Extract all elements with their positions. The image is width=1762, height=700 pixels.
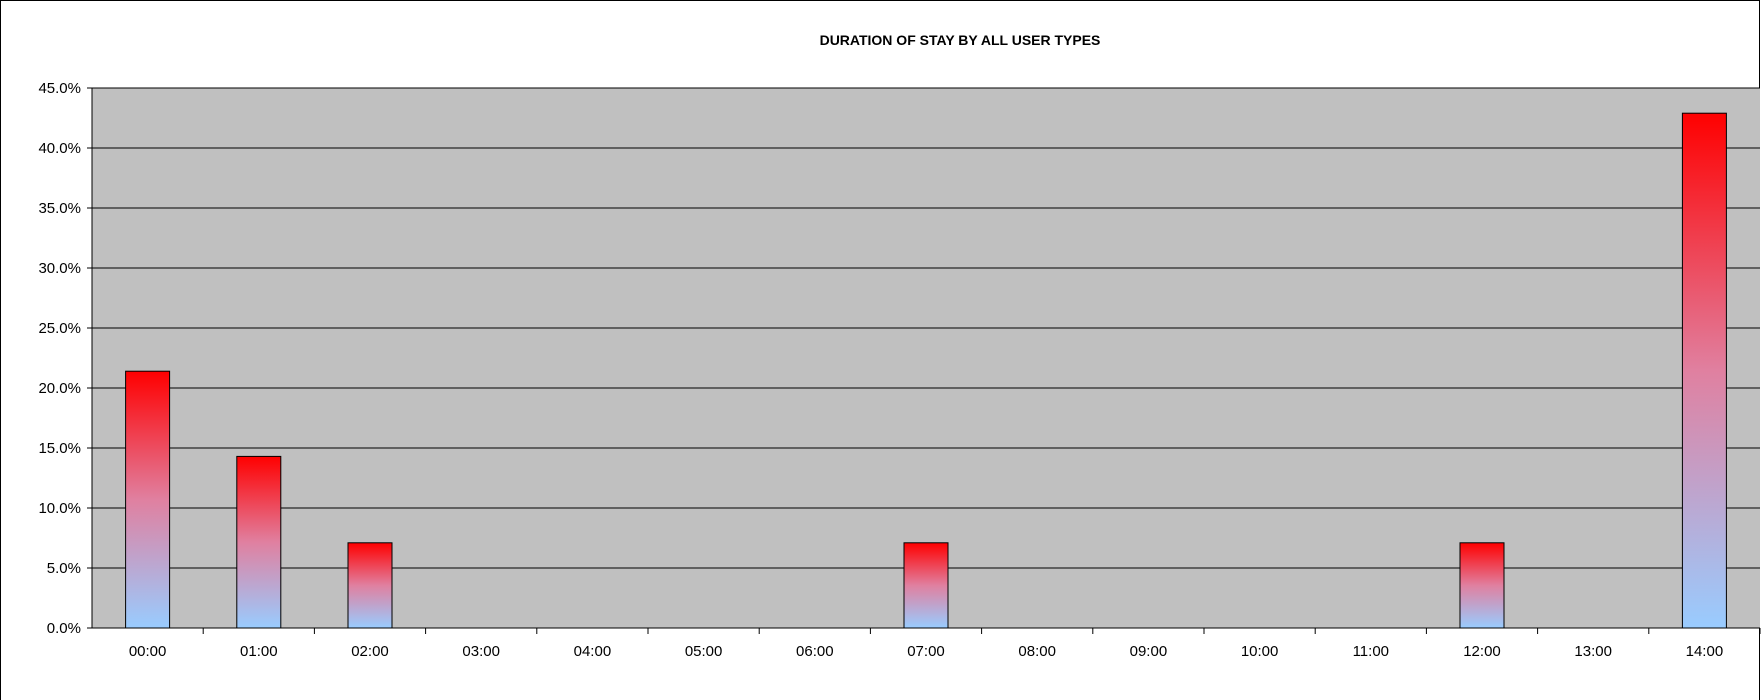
x-tick-label: 05:00: [685, 643, 723, 660]
x-tick-label: 00:00: [129, 643, 167, 660]
y-tick-label: 30.0%: [38, 260, 81, 277]
x-tick-label: 12:00: [1463, 643, 1501, 660]
y-tick-label: 35.0%: [38, 200, 81, 217]
chart-title: DURATION OF STAY BY ALL USER TYPES: [820, 32, 1101, 48]
x-tick-label: 06:00: [796, 643, 834, 660]
x-tick-labels: 00:00 01:00 02:00 03:00 04:00 05:00 06:00 07:00…: [129, 643, 1723, 660]
x-tick-label: 09:00: [1130, 643, 1168, 660]
y-tick-label: 25.0%: [38, 320, 81, 337]
bar: [903, 542, 949, 629]
y-tick-labels: 0.0% 5.0% 10.0% 15.0% 20.0% 25.0% 30.0% 35.0% 40…: [38, 80, 81, 637]
bar-chart: DURATION OF STAY BY ALL USER TYPES 0.0% 5…: [38, 32, 1761, 660]
x-tick-label: 03:00: [462, 643, 500, 660]
x-tick-label: 10:00: [1241, 643, 1279, 660]
y-tick-label: 20.0%: [38, 380, 81, 397]
x-tick-label: 02:00: [351, 643, 389, 660]
bar: [1681, 112, 1727, 629]
bar: [347, 542, 393, 629]
x-tick-label: 07:00: [907, 643, 945, 660]
bar: [1459, 542, 1505, 629]
x-tick-label: 01:00: [240, 643, 278, 660]
bar: [125, 370, 171, 629]
y-tick-label: 0.0%: [47, 620, 81, 637]
axes: [87, 87, 1761, 634]
x-tick-label: 11:00: [1353, 643, 1389, 660]
y-tick-label: 45.0%: [38, 80, 81, 97]
x-tick-label: 04:00: [574, 643, 612, 660]
y-tick-label: 10.0%: [38, 500, 81, 517]
plot-area: [92, 88, 1760, 628]
bar: [236, 455, 282, 629]
y-tick-label: 15.0%: [38, 440, 81, 457]
y-tick-label: 40.0%: [38, 140, 81, 157]
y-tick-label: 5.0%: [47, 560, 81, 577]
x-tick-label: 14:00: [1686, 643, 1724, 660]
x-tick-label: 08:00: [1018, 643, 1056, 660]
x-tick-label: 13:00: [1574, 643, 1612, 660]
